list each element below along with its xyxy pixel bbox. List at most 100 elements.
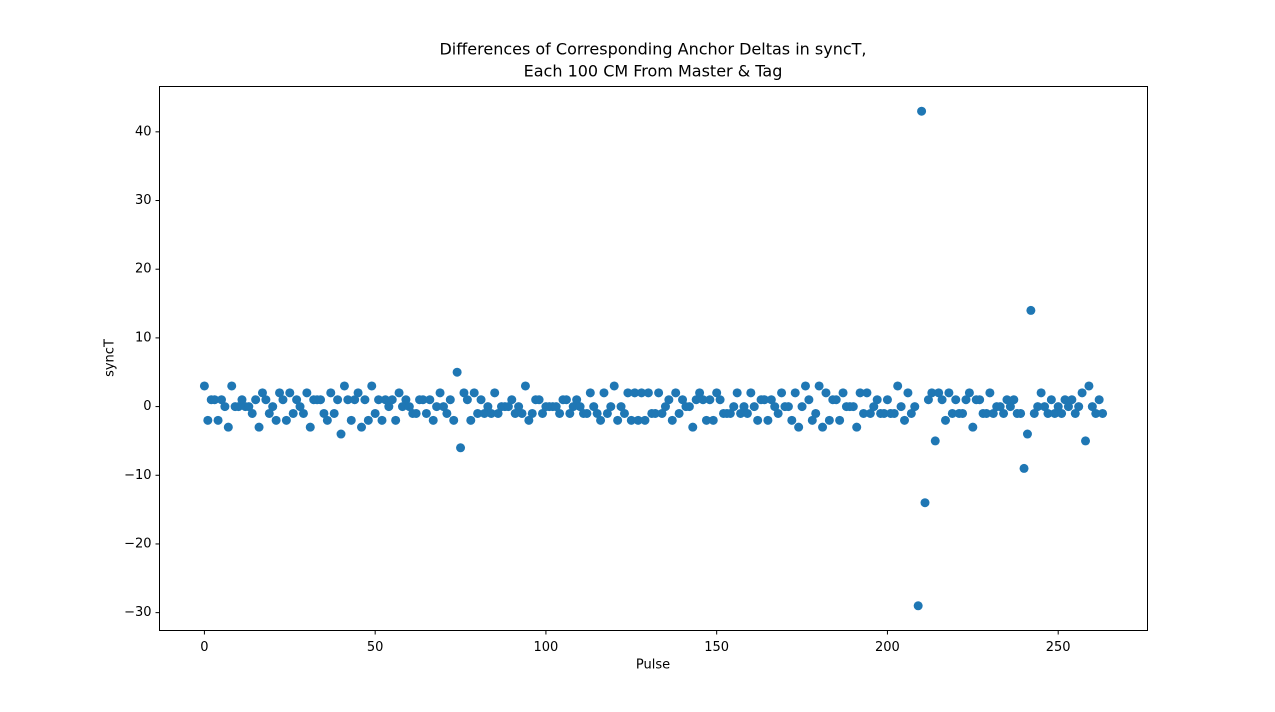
scatter-point [411, 408, 421, 418]
scatter-point [551, 402, 561, 412]
scatter-point [555, 408, 565, 418]
y-tick-label: −10 [124, 468, 151, 483]
scatter-point [305, 422, 315, 432]
scatter-point [818, 422, 828, 432]
scatter-point [725, 408, 735, 418]
scatter-point [397, 402, 407, 412]
scatter-point [742, 408, 752, 418]
scatter-point [435, 388, 445, 398]
x-tick-label: 50 [367, 640, 384, 655]
scatter-point [715, 395, 725, 405]
scatter-point [247, 408, 257, 418]
scatter-point [626, 415, 636, 425]
scatter-point [930, 436, 940, 446]
scatter-point [1094, 395, 1104, 405]
scatter-point [712, 388, 722, 398]
scatter-point [650, 408, 660, 418]
scatter-point [746, 388, 756, 398]
scatter-point [835, 415, 845, 425]
scatter-point [346, 415, 356, 425]
scatter-point [920, 498, 930, 508]
scatter-point [633, 415, 643, 425]
scatter-point [401, 395, 411, 405]
scatter-point [1033, 402, 1043, 412]
scatter-point [592, 408, 602, 418]
scatter-point [514, 402, 524, 412]
scatter-point [903, 388, 913, 398]
scatter-point [654, 388, 664, 398]
scatter-point [664, 395, 674, 405]
scatter-point [900, 415, 910, 425]
scatter-point [729, 402, 739, 412]
scatter-point [797, 402, 807, 412]
scatter-point [1074, 402, 1084, 412]
scatter-point [910, 402, 920, 412]
scatter-point [1087, 402, 1097, 412]
scatter-point [254, 422, 264, 432]
scatter-point [268, 402, 278, 412]
scatter-point [479, 408, 489, 418]
scatter-point [1053, 402, 1063, 412]
x-tick-label: 150 [704, 640, 729, 655]
scatter-point [804, 395, 814, 405]
scatter-point [749, 402, 759, 412]
scatter-point [1063, 402, 1073, 412]
scatter-point [763, 415, 773, 425]
scatter-point [753, 415, 763, 425]
scatter-point [428, 415, 438, 425]
scatter-point [316, 395, 326, 405]
scatter-point [503, 402, 513, 412]
scatter-point [456, 443, 466, 453]
scatter-point [203, 415, 213, 425]
scatter-point [357, 422, 367, 432]
scatter-point [1067, 395, 1077, 405]
scatter-point [343, 395, 353, 405]
scatter-point [336, 429, 346, 439]
scatter-point [374, 395, 384, 405]
scatter-point [732, 388, 742, 398]
scatter-point [937, 395, 947, 405]
scatter-point [927, 388, 937, 398]
scatter-point [339, 381, 349, 391]
y-tick-label: −30 [124, 605, 151, 620]
scatter-point [606, 402, 616, 412]
scatter-point [329, 408, 339, 418]
scatter-point [220, 402, 230, 412]
scatter-point [572, 395, 582, 405]
scatter-point [517, 408, 527, 418]
scatter-point [377, 415, 387, 425]
scatter-point [869, 402, 879, 412]
scatter-point [981, 408, 991, 418]
scatter-point [766, 395, 776, 405]
scatter-point [370, 408, 380, 418]
scatter-point [486, 408, 496, 418]
scatter-point [1046, 395, 1056, 405]
scatter-point [964, 388, 974, 398]
x-tick-label: 250 [1046, 640, 1071, 655]
scatter-point [1036, 388, 1046, 398]
scatter-point [1002, 395, 1012, 405]
scatter-point [527, 408, 537, 418]
scatter-point [623, 388, 633, 398]
scatter-point [510, 408, 520, 418]
scatter-point [1009, 395, 1019, 405]
scatter-point [199, 381, 209, 391]
scatter-point [893, 381, 903, 391]
scatter-point [821, 388, 831, 398]
scatter-point [257, 388, 267, 398]
scatter-point [958, 408, 968, 418]
scatter-point [1043, 408, 1053, 418]
scatter-point [913, 601, 923, 611]
scatter-point [524, 415, 534, 425]
scatter-point [1098, 408, 1108, 418]
scatter-point [404, 402, 414, 412]
scatter-point [275, 388, 285, 398]
scatter-point [923, 395, 933, 405]
scatter-point [1029, 408, 1039, 418]
scatter-point [975, 395, 985, 405]
scatter-point [602, 408, 612, 418]
scatter-point [1060, 395, 1070, 405]
scatter-point [783, 402, 793, 412]
scatter-point [363, 415, 373, 425]
